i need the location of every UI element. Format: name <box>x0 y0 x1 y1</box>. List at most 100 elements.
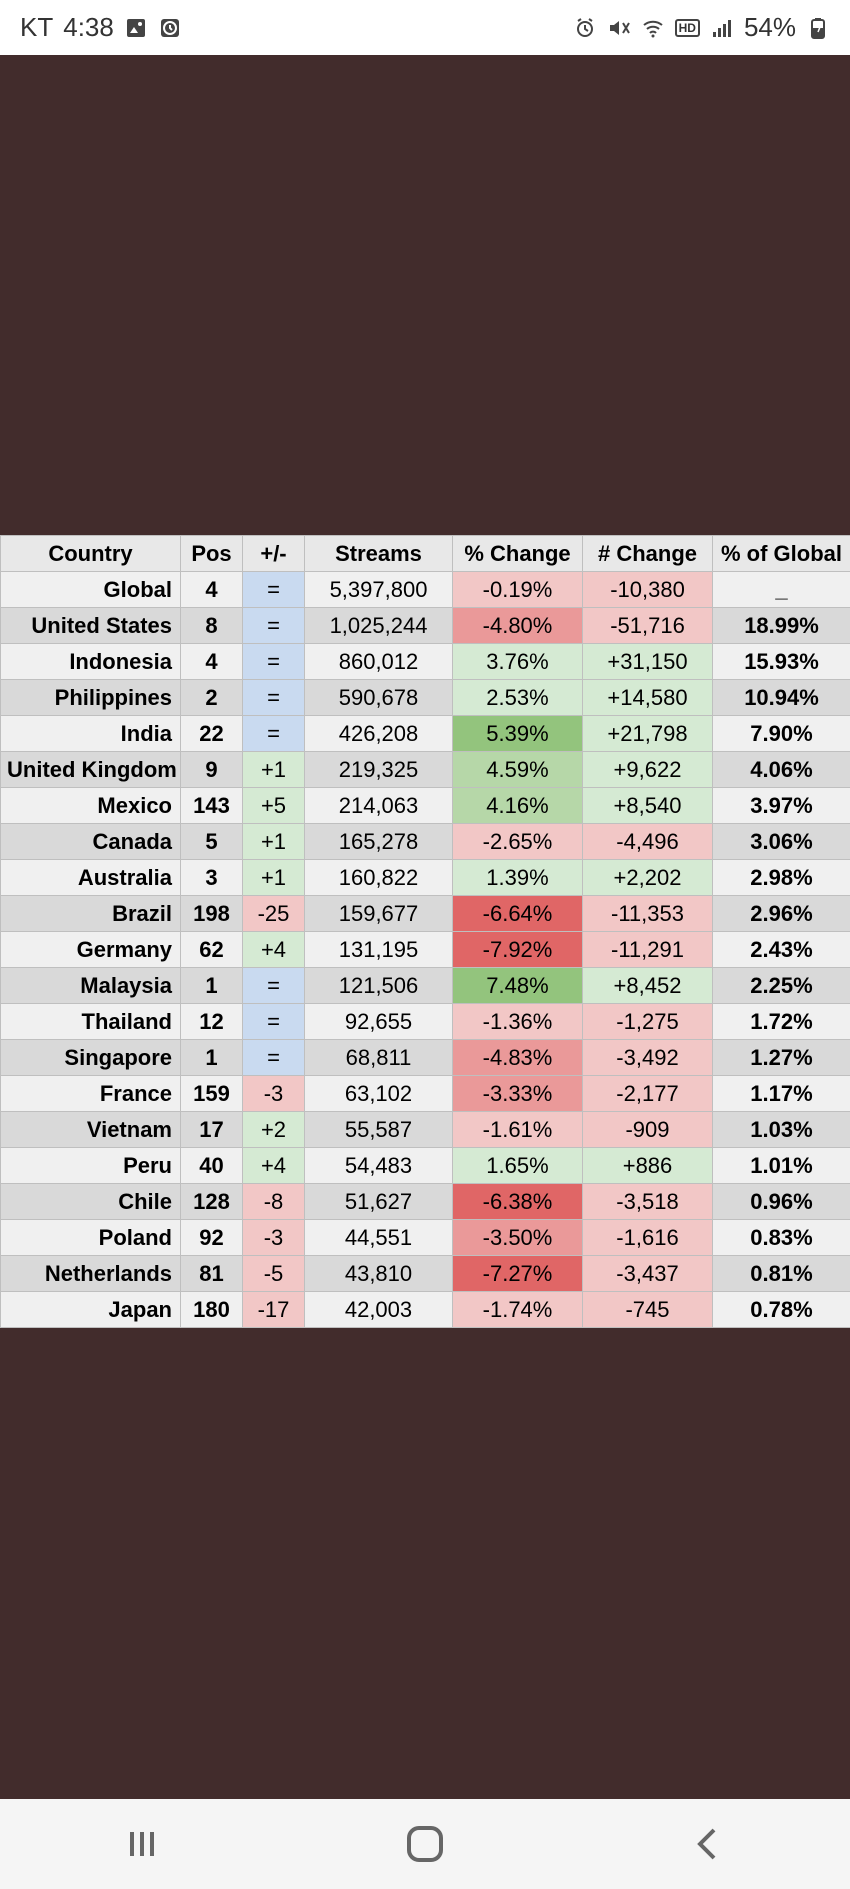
cell-country: Australia <box>1 860 181 896</box>
cell-num-change: -10,380 <box>583 572 713 608</box>
cell-pct-global: 10.94% <box>713 680 850 716</box>
cell-plus-minus: -3 <box>243 1076 305 1112</box>
home-button[interactable] <box>375 1819 475 1869</box>
cell-pct-change: -1.74% <box>453 1292 583 1328</box>
cell-pct-global: 0.81% <box>713 1256 850 1292</box>
cell-pos: 1 <box>181 968 243 1004</box>
cell-streams: 44,551 <box>305 1220 453 1256</box>
cell-streams: 1,025,244 <box>305 608 453 644</box>
table-row: Indonesia4=860,0123.76%+31,15015.93% <box>1 644 850 680</box>
cell-country: Poland <box>1 1220 181 1256</box>
cell-num-change: +21,798 <box>583 716 713 752</box>
cell-pct-global: 2.96% <box>713 896 850 932</box>
cell-plus-minus: +5 <box>243 788 305 824</box>
cell-plus-minus: = <box>243 608 305 644</box>
cell-num-change: -3,437 <box>583 1256 713 1292</box>
cell-pos: 12 <box>181 1004 243 1040</box>
cell-pos: 22 <box>181 716 243 752</box>
cell-pct-change: -2.65% <box>453 824 583 860</box>
cell-pct-global: 4.06% <box>713 752 850 788</box>
cell-pos: 1 <box>181 1040 243 1076</box>
screenshot-bottom-gap <box>0 1328 850 1799</box>
cell-plus-minus: +4 <box>243 1148 305 1184</box>
cell-pct-global: 1.27% <box>713 1040 850 1076</box>
streams-table-container: Country Pos +/- Streams % Change # Chang… <box>0 535 850 1328</box>
status-bar-right: HD 54% <box>573 12 830 43</box>
table-row: Malaysia1=121,5067.48%+8,4522.25% <box>1 968 850 1004</box>
cell-country: Peru <box>1 1148 181 1184</box>
cell-plus-minus: -17 <box>243 1292 305 1328</box>
cell-pct-change: -7.92% <box>453 932 583 968</box>
status-bar: KT 4:38 HD 54% <box>0 0 850 55</box>
cell-pos: 62 <box>181 932 243 968</box>
cell-pct-change: 2.53% <box>453 680 583 716</box>
cell-num-change: -11,353 <box>583 896 713 932</box>
cell-pct-global: 0.78% <box>713 1292 850 1328</box>
cell-num-change: +886 <box>583 1148 713 1184</box>
table-row: Philippines2=590,6782.53%+14,58010.94% <box>1 680 850 716</box>
cell-country: United Kingdom <box>1 752 181 788</box>
cell-pct-change: -3.50% <box>453 1220 583 1256</box>
cell-streams: 55,587 <box>305 1112 453 1148</box>
cell-plus-minus: +1 <box>243 824 305 860</box>
table-row: Thailand12=92,655-1.36%-1,2751.72% <box>1 1004 850 1040</box>
cell-num-change: +31,150 <box>583 644 713 680</box>
cell-country: Brazil <box>1 896 181 932</box>
th-num-change: # Change <box>583 536 713 572</box>
cell-num-change: -2,177 <box>583 1076 713 1112</box>
cell-country: Philippines <box>1 680 181 716</box>
cell-streams: 5,397,800 <box>305 572 453 608</box>
cell-streams: 63,102 <box>305 1076 453 1112</box>
cell-streams: 590,678 <box>305 680 453 716</box>
table-row: Brazil198-25159,677-6.64%-11,3532.96% <box>1 896 850 932</box>
table-header-row: Country Pos +/- Streams % Change # Chang… <box>1 536 850 572</box>
cell-pct-change: -6.38% <box>453 1184 583 1220</box>
cell-pct-change: -4.80% <box>453 608 583 644</box>
image-icon <box>124 16 148 40</box>
table-row: Japan180-1742,003-1.74%-7450.78% <box>1 1292 850 1328</box>
cell-pct-change: -1.61% <box>453 1112 583 1148</box>
cell-country: Malaysia <box>1 968 181 1004</box>
cell-streams: 426,208 <box>305 716 453 752</box>
cell-streams: 214,063 <box>305 788 453 824</box>
android-nav-bar <box>0 1799 850 1889</box>
cell-pct-change: 3.76% <box>453 644 583 680</box>
cell-plus-minus: = <box>243 680 305 716</box>
cell-country: Netherlands <box>1 1256 181 1292</box>
cell-plus-minus: -25 <box>243 896 305 932</box>
cell-country: France <box>1 1076 181 1112</box>
cell-num-change: +8,452 <box>583 968 713 1004</box>
recents-button[interactable] <box>92 1819 192 1869</box>
th-pos: Pos <box>181 536 243 572</box>
cell-pct-change: -6.64% <box>453 896 583 932</box>
cell-pct-global: 0.96% <box>713 1184 850 1220</box>
cell-pct-change: -7.27% <box>453 1256 583 1292</box>
cell-pct-global: 3.97% <box>713 788 850 824</box>
cell-streams: 68,811 <box>305 1040 453 1076</box>
table-row: France159-363,102-3.33%-2,1771.17% <box>1 1076 850 1112</box>
table-row: Chile128-851,627-6.38%-3,5180.96% <box>1 1184 850 1220</box>
back-button[interactable] <box>658 1819 758 1869</box>
table-row: Peru40+454,4831.65%+8861.01% <box>1 1148 850 1184</box>
status-bar-left: KT 4:38 <box>20 12 182 43</box>
cell-num-change: -51,716 <box>583 608 713 644</box>
th-plus-minus: +/- <box>243 536 305 572</box>
cell-pos: 17 <box>181 1112 243 1148</box>
table-row: Global4=5,397,800-0.19%-10,380_ <box>1 572 850 608</box>
cell-num-change: -1,616 <box>583 1220 713 1256</box>
cell-pos: 40 <box>181 1148 243 1184</box>
cell-country: Japan <box>1 1292 181 1328</box>
cell-pos: 81 <box>181 1256 243 1292</box>
cell-streams: 43,810 <box>305 1256 453 1292</box>
cell-streams: 51,627 <box>305 1184 453 1220</box>
battery-pct-label: 54% <box>744 12 796 43</box>
cell-pct-change: -4.83% <box>453 1040 583 1076</box>
cell-streams: 42,003 <box>305 1292 453 1328</box>
cell-pct-global: 1.72% <box>713 1004 850 1040</box>
cell-pct-global: 2.98% <box>713 860 850 896</box>
cell-pct-change: 7.48% <box>453 968 583 1004</box>
cell-streams: 160,822 <box>305 860 453 896</box>
cell-plus-minus: = <box>243 716 305 752</box>
cell-country: Vietnam <box>1 1112 181 1148</box>
streams-table: Country Pos +/- Streams % Change # Chang… <box>0 535 850 1328</box>
